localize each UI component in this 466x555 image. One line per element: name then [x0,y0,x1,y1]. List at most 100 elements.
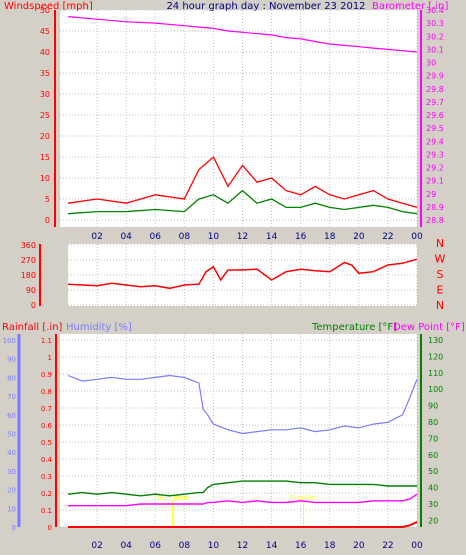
wind-x-tick-label: 10 [208,232,220,242]
rain-axis-title: Rainfall [.in] [2,322,63,333]
climate-x-tick-label: 12 [237,541,248,551]
humidity-y-tick-label: 80 [7,374,16,382]
humidity-y-tick-label: 90 [7,356,16,364]
rain-y-tick-label: 1 [48,354,52,362]
baro-y-tick-label: 29.4 [426,137,444,146]
climate-x-tick-label: 20 [353,541,365,551]
wind-x-tick-label: 12 [237,232,248,242]
rain-y-tick-label: 1.1 [41,337,52,345]
rain-y-tick-label: 0.5 [41,439,52,447]
climate-x-tick-label: 06 [150,541,162,551]
wind-x-tick-label: 18 [324,232,336,242]
climate-x-tick-label: 04 [120,541,132,551]
wind-direction-line [67,258,418,290]
rain-y-tick-label: 0.4 [41,456,53,464]
wind-y-tick-label: 20 [40,132,50,141]
rainfall-line [68,520,418,528]
baro-y-tick-label: 28.8 [426,216,444,225]
temp-y-tick-label: 80 [428,418,438,427]
wind-x-tick-label: 00 [411,232,423,242]
wind-y-tick-label: 50 [40,6,50,15]
dir-y-tick-label: 270 [21,256,36,265]
wind-x-tick-label: 14 [266,232,278,242]
climate-x-tick-label: 08 [179,541,191,551]
baro-y-tick-label: 29.1 [426,177,444,186]
baro-y-tick-label: 30.2 [426,32,444,41]
temp-y-tick-label: 120 [428,352,443,361]
wind-y-tick-label: 10 [40,174,50,183]
temperature-line [67,480,417,497]
humidity-y-tick-label: 10 [7,505,16,513]
wind-y-tick-label: 35 [40,69,50,78]
temp-y-tick-label: 50 [428,467,438,476]
rain-y-tick-label: 0.7 [41,405,52,413]
wind-y-tick-label: 45 [40,27,50,36]
baro-y-tick-label: 30.4 [426,6,444,15]
humidity-y-tick-label: 50 [7,431,16,439]
climate-x-tick-label: 18 [324,541,336,551]
dir-y-tick-label: 90 [26,286,36,295]
dir-y-tick-label: 0 [31,301,36,310]
rain-y-tick-label: 0.6 [41,422,53,430]
humidity-line [67,374,418,435]
baro-y-tick-label: 29.7 [426,98,444,107]
barometer-line [67,16,418,53]
humidity-y-tick-label: 40 [7,449,16,457]
dewpoint-line [68,493,418,507]
humidity-y-tick-label: 70 [7,393,16,401]
baro-y-tick-label: 30.1 [426,45,444,54]
wind-x-tick-label: 06 [150,232,162,242]
climate-plot-area [60,334,417,527]
grid-lines [17,9,422,528]
tick-labels: 0202040406060808101012121414161618182020… [3,6,446,551]
humidity-y-tick-label: 0 [12,524,16,532]
baro-y-tick-label: 29.6 [426,111,444,120]
baro-y-tick-label: 29.2 [426,164,444,173]
rain-y-tick-label: 0.9 [41,371,52,379]
compass-letter: S [437,268,444,281]
temp-y-tick-label: 130 [428,336,443,345]
baro-y-tick-label: 29 [426,190,436,199]
sun-event-label: Sun Set [290,494,317,502]
series-lines [67,16,418,528]
wind-average-line [67,189,418,215]
sun-event-label: Sun Rise [158,494,188,502]
baro-y-tick-label: 29.9 [426,72,444,81]
climate-x-tick-label: 16 [295,541,307,551]
temp-y-tick-label: 30 [428,500,438,509]
temp-y-tick-label: 110 [428,369,443,378]
temp-y-tick-label: 90 [428,402,438,411]
wind-y-tick-label: 5 [45,195,50,204]
wind-x-tick-label: 22 [382,232,393,242]
climate-x-tick-label: 00 [411,541,423,551]
baro-y-tick-label: 28.9 [426,203,444,212]
wind-x-tick-label: 16 [295,232,307,242]
dir-y-tick-label: 180 [21,271,36,280]
baro-y-tick-label: 29.3 [426,150,444,159]
temp-y-tick-label: 60 [428,451,438,460]
temp-y-tick-label: 100 [428,385,443,394]
humidity-y-tick-label: 100 [3,337,16,345]
rain-y-tick-label: 0.1 [41,507,52,515]
wind-gust-line [67,155,418,209]
humidity-axis-title: Humidity [%] [66,322,132,333]
temperature-axis-title: Temperature [°F] [311,322,397,333]
climate-x-tick-label: 02 [91,541,102,551]
wind-x-tick-label: 20 [353,232,365,242]
baro-y-tick-label: 30 [426,59,436,68]
temp-y-tick-label: 70 [428,434,438,443]
baro-y-tick-label: 29.5 [426,124,444,133]
compass-letter: E [437,284,444,297]
climate-x-tick-label: 10 [208,541,220,551]
temp-y-tick-label: 20 [428,516,438,525]
wind-y-tick-label: 0 [45,216,50,225]
climate-x-tick-label: 14 [266,541,278,551]
climate-x-tick-label: 22 [382,541,393,551]
compass-letter: N [436,237,444,250]
wind-axis-title: Windspeed [mph] [4,1,93,12]
wind-y-tick-label: 30 [40,90,50,99]
rain-y-tick-label: 0.8 [41,388,52,396]
humidity-y-tick-label: 20 [7,487,16,495]
